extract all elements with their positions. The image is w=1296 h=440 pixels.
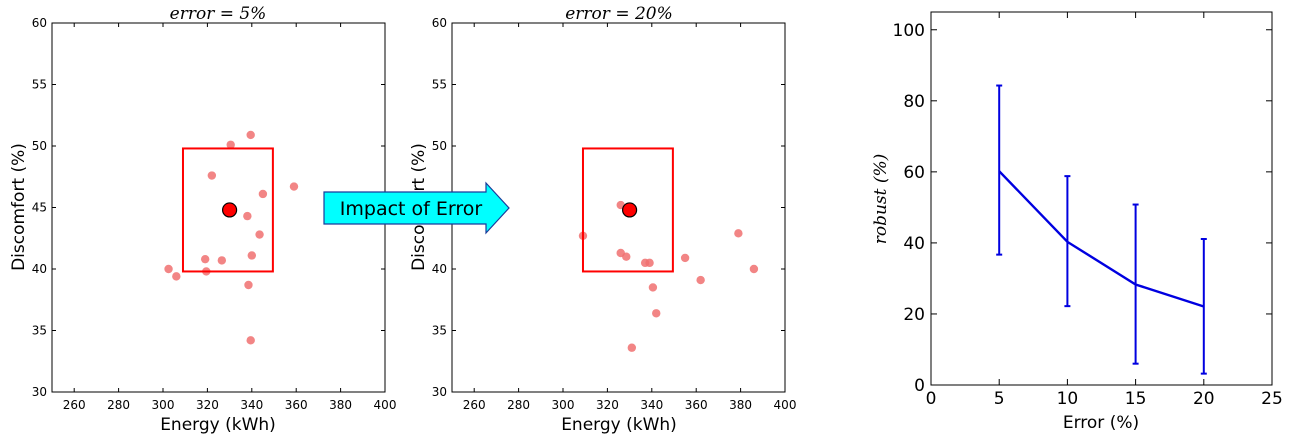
plot1-points — [164, 130, 299, 345]
plot2-ytick-label: 55 — [432, 78, 447, 92]
plot1-overlay — [181, 147, 274, 273]
plot1-xtick-label: 300 — [152, 398, 175, 412]
plot3-xtick-label: 25 — [1261, 389, 1283, 409]
plot2-scatter-point — [622, 252, 631, 261]
scatter-plot-error-20: error = 20% 260 280 300 320 340 360 380 400 30 35… — [409, 4, 796, 435]
plot1-target-region — [181, 147, 274, 273]
plot1-title: error = 5% — [170, 4, 267, 24]
plot2-xtick-label: 260 — [463, 398, 486, 412]
plot1-scatter-point — [226, 140, 235, 149]
plot2-xtick-label: 360 — [685, 398, 708, 412]
plot3-ytick-label: 20 — [903, 305, 925, 325]
plot2-scatter-point — [652, 309, 661, 318]
plot2-xtick-label: 300 — [552, 398, 575, 412]
plot1-xtick-label: 320 — [196, 398, 219, 412]
plot3-line — [998, 170, 1205, 308]
plot1-scatter-point — [207, 171, 217, 180]
plot1-xtick-label: 400 — [374, 398, 397, 412]
plot1-scatter-point — [258, 189, 268, 199]
plot1-scatter-point — [244, 280, 253, 290]
impact-arrow-shape — [323, 181, 510, 235]
plot1-ylabel: Discomfort (%) — [9, 143, 29, 271]
plot1-ytick-label: 30 — [32, 385, 47, 399]
plot2-scatter-point — [648, 283, 658, 292]
plot2-overlay — [581, 147, 674, 273]
plot3-ytick-label: 40 — [903, 234, 925, 254]
plot2-target-point — [621, 202, 638, 218]
plot1-ytick-label: 40 — [32, 262, 47, 276]
plot2-ytick-label: 50 — [432, 139, 447, 153]
plot1-scatter-point — [172, 272, 181, 281]
impact-arrow: Impact of Error — [323, 181, 510, 235]
plot3-errorbars — [996, 84, 1207, 375]
plot2-scatter-point — [680, 253, 690, 263]
plot1-scatter-point — [247, 251, 256, 260]
plot3-xtick-label: 10 — [1057, 389, 1079, 409]
plot1-ytick-label: 45 — [32, 201, 47, 215]
plot3-ytick-label: 100 — [893, 21, 925, 41]
plot2-xtick-label: 400 — [774, 398, 797, 412]
plot1-scatter-point — [200, 254, 210, 264]
plot2-scatter-point — [627, 343, 637, 352]
plot1-scatter-point — [217, 256, 227, 265]
plot1-xtick-label: 360 — [285, 398, 308, 412]
plot1-ytick-label: 35 — [32, 324, 47, 338]
plot1-xlabel: Energy (kWh) — [160, 415, 276, 435]
plot1-ytick-label: 50 — [32, 139, 47, 153]
plot1-ytick-label: 60 — [32, 16, 47, 30]
plot2-ytick-label: 40 — [432, 262, 447, 276]
plot1-scatter-point — [246, 336, 255, 345]
plot3-xtick-label: 20 — [1193, 389, 1215, 409]
plot2-scatter-point — [645, 258, 654, 268]
plot3-xtick-label: 5 — [994, 389, 1005, 409]
plot2-xtick-label: 380 — [729, 398, 752, 412]
plot1-xtick-label: 260 — [63, 398, 86, 412]
plot3-ytick-label: 80 — [903, 92, 925, 112]
plot1-xtick-label: 280 — [107, 398, 130, 412]
plot2-xtick-label: 280 — [507, 398, 530, 412]
plot1-ytick-label: 55 — [32, 78, 47, 92]
plot3-xtick-label: 0 — [926, 389, 937, 409]
robust-line-plot: 0 5 10 15 20 25 0 20 40 60 80 100 Error (%) robust … — [871, 11, 1283, 433]
plot1-xtick-label: 340 — [240, 398, 263, 412]
plot3-series-line — [998, 170, 1205, 308]
plot2-ytick-label: 60 — [432, 16, 447, 30]
plot2-points — [578, 200, 759, 352]
plot3-ytick-label: 0 — [914, 376, 925, 396]
plot3-frame — [930, 11, 1273, 386]
plot2-xlabel: Energy (kWh) — [561, 415, 677, 435]
plot1-target-point — [222, 202, 238, 218]
plot2-xtick-label: 340 — [640, 398, 663, 412]
plot2-ytick-label: 30 — [432, 385, 447, 399]
plot3-ytick-label: 60 — [903, 163, 925, 183]
plot1-scatter-point — [164, 264, 173, 274]
impact-arrow-label: Impact of Error — [340, 198, 483, 220]
plot3-xtick-label: 15 — [1125, 389, 1147, 409]
plot2-xtick-label: 320 — [596, 398, 619, 412]
scatter-plot-error-5: error = 5% 260 280 300 320 340 360 380 400 30 35 4… — [9, 4, 396, 435]
plot3-ticks: 0 5 10 15 20 25 0 20 40 60 80 100 — [893, 12, 1283, 409]
plot2-scatter-point — [696, 275, 705, 285]
plot2-scatter-point — [734, 229, 743, 238]
plot1-scatter-point — [255, 230, 264, 239]
plot2-target-region — [581, 147, 674, 273]
plot1-xtick-label: 380 — [329, 398, 352, 412]
plot3-xlabel: Error (%) — [1063, 413, 1139, 433]
plot1-scatter-point — [243, 211, 252, 221]
plot1-scatter-point — [289, 182, 299, 191]
plot2-ytick-label: 35 — [432, 324, 447, 338]
plot1-ticks: 260 280 300 320 340 360 380 400 30 35 40 45 50 55 60 — [32, 16, 397, 412]
plot1-scatter-point — [246, 130, 255, 140]
plot3-ylabel: robust (%) — [871, 154, 891, 245]
plot2-scatter-point — [749, 264, 759, 274]
plot2-title: error = 20% — [565, 4, 673, 24]
